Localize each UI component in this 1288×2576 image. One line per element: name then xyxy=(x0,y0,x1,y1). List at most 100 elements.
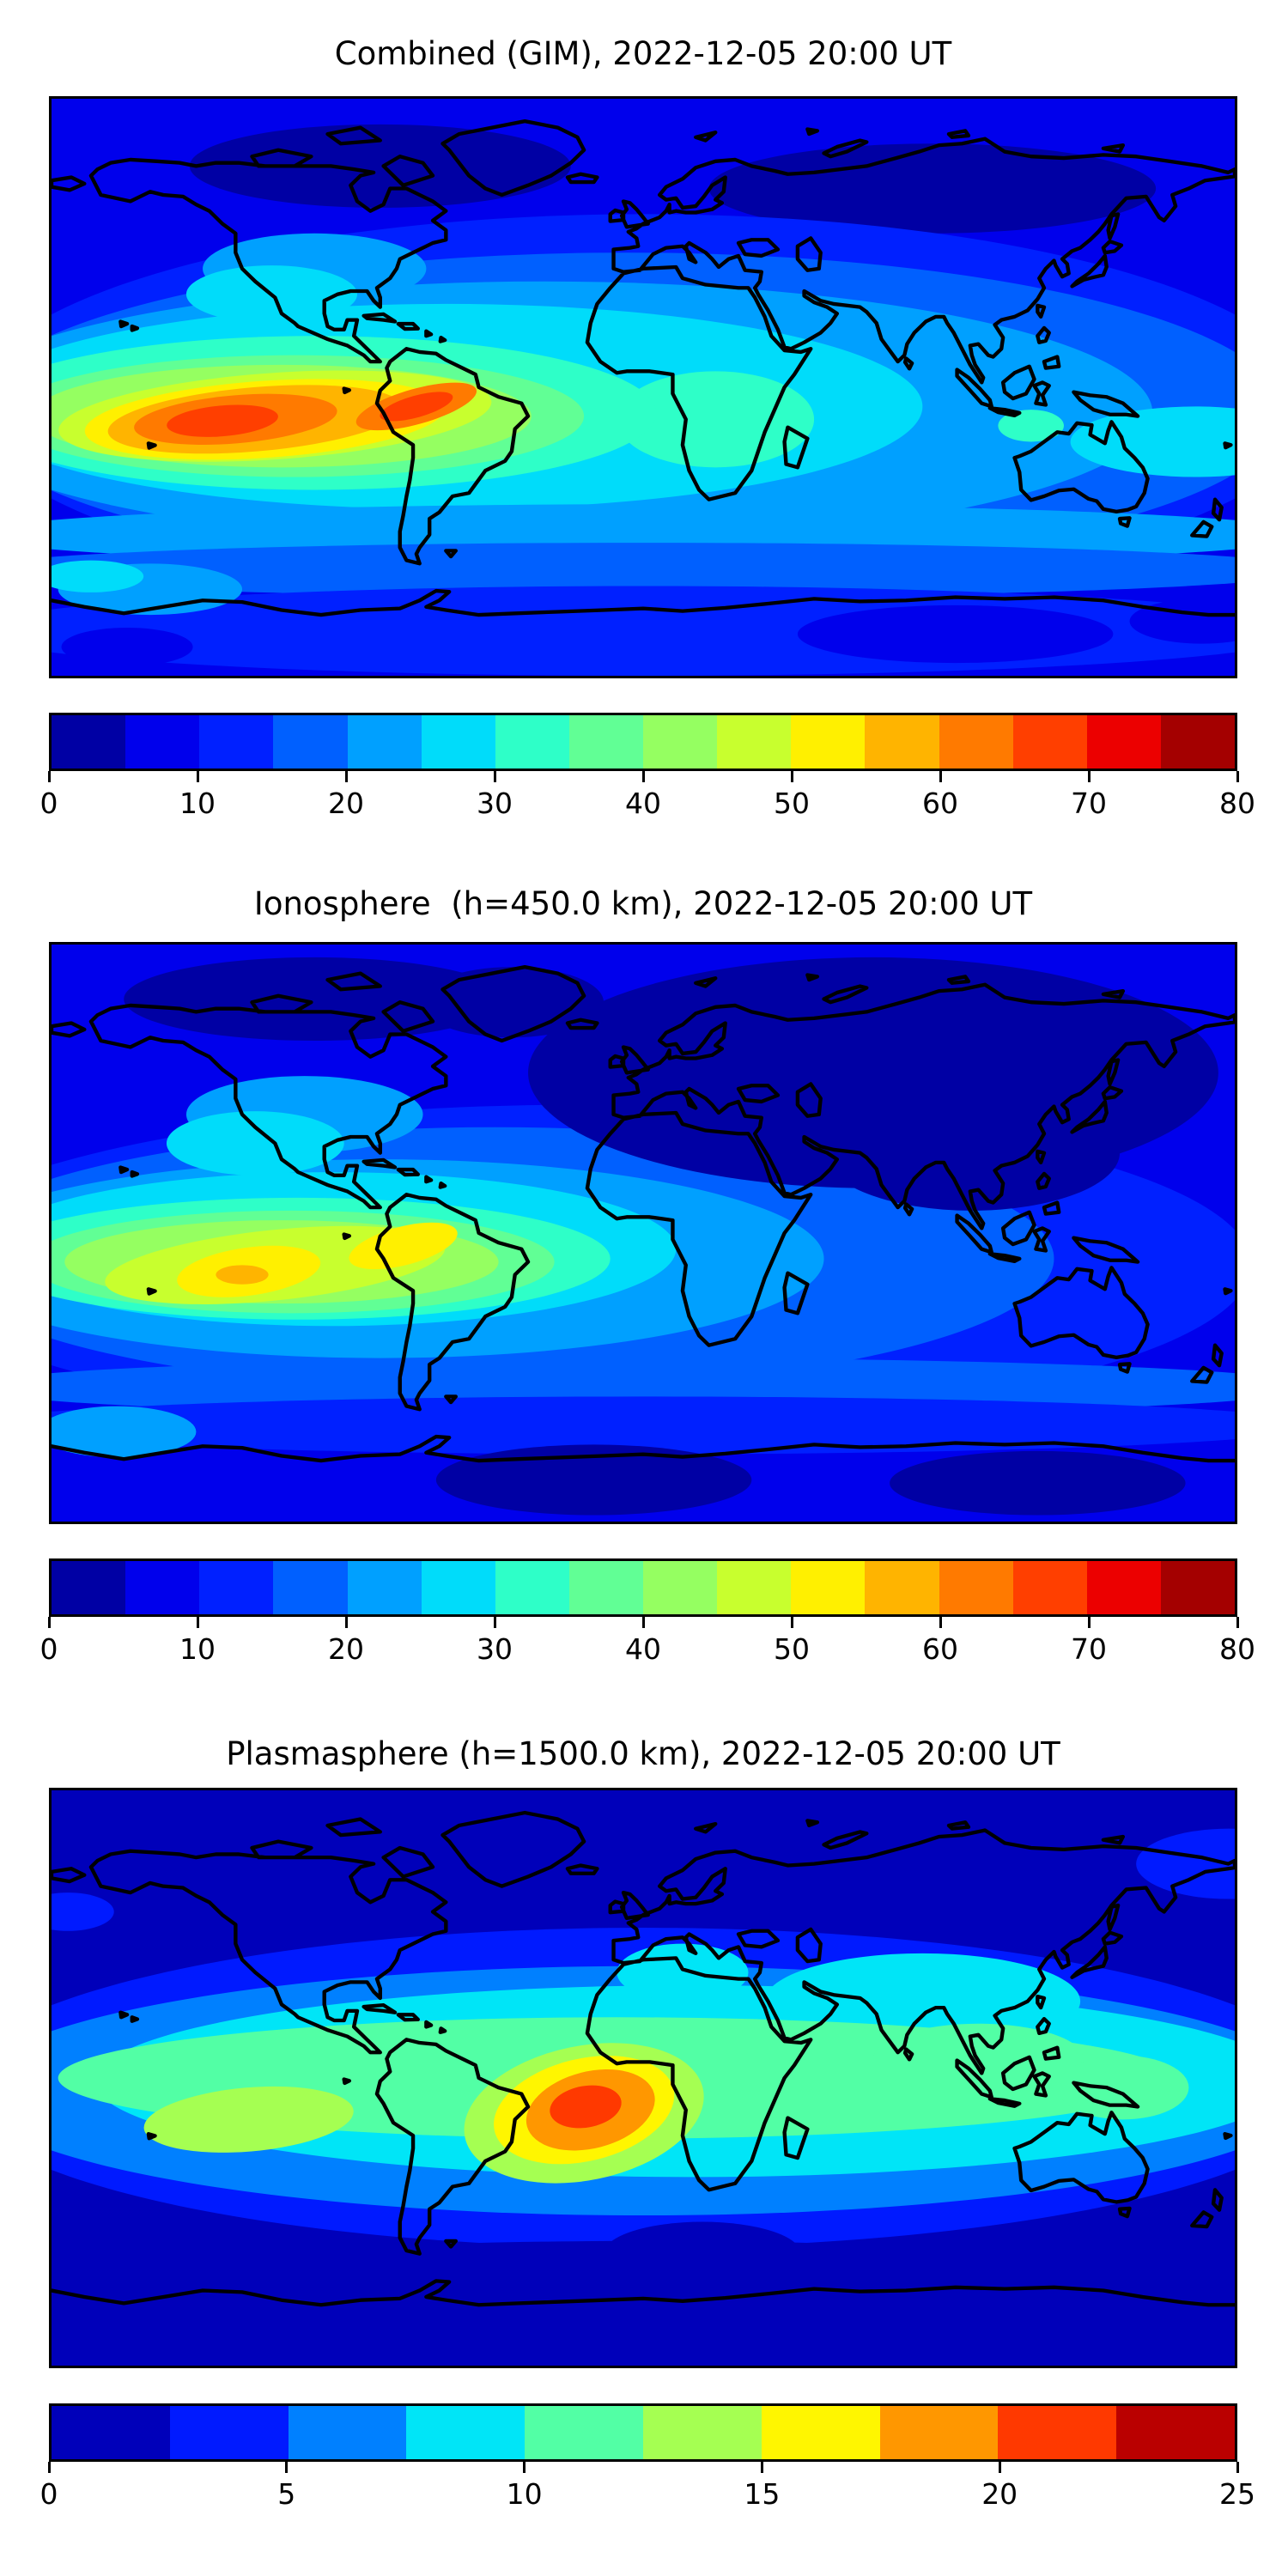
colorbar-tick-mark xyxy=(523,2462,526,2473)
colorbar-tick-mark xyxy=(760,2462,763,2473)
colorbar-tick-label: 50 xyxy=(774,1632,810,1666)
map-combined-gim xyxy=(49,96,1237,678)
colorbar-tick-label: 60 xyxy=(922,787,958,820)
map-ionosphere xyxy=(49,942,1237,1524)
colorbar-segment xyxy=(273,1561,348,1614)
colorbar-segment xyxy=(1086,1561,1161,1614)
colorbar-segment xyxy=(568,715,643,769)
colorbar-tick-mark xyxy=(493,771,496,782)
colorbar-tick-label: 20 xyxy=(328,787,364,820)
colorbar-tick-label: 20 xyxy=(328,1632,364,1666)
colorbar-tick-label: 0 xyxy=(39,2477,58,2511)
colorbar-segment xyxy=(421,1561,495,1614)
colorbar-tick-mark xyxy=(641,1617,645,1628)
map-plasmasphere xyxy=(49,1788,1237,2368)
colorbar-tick-mark xyxy=(344,771,348,782)
world-contour-map-ionosphere xyxy=(52,945,1235,1522)
colorbar-segment xyxy=(1116,2406,1235,2459)
colorbar-tick-mark xyxy=(790,771,793,782)
colorbar-segment xyxy=(717,1561,792,1614)
colorbar-tick-mark xyxy=(344,1617,348,1628)
colorbar-tick-label: 80 xyxy=(1219,787,1255,820)
colorbar-segment xyxy=(791,715,866,769)
colorbar-tick-label: 0 xyxy=(39,787,58,820)
colorbar-tick-mark xyxy=(196,771,199,782)
colorbar-segment xyxy=(761,2406,880,2459)
colorbar-segment xyxy=(865,1561,939,1614)
colorbar-segment xyxy=(568,1561,643,1614)
colorbar-tick-mark xyxy=(47,1617,51,1628)
colorbar-segment xyxy=(643,715,718,769)
colorbar-tick-label: 10 xyxy=(506,2477,543,2511)
colorbar-segment xyxy=(879,2406,999,2459)
colorbar-tick-label: 70 xyxy=(1071,787,1107,820)
colorbar-segment xyxy=(52,715,126,769)
colorbar-tick-mark xyxy=(1236,1617,1239,1628)
colorbar-segment xyxy=(642,2406,762,2459)
colorbar-tick-label: 15 xyxy=(744,2477,781,2511)
colorbar-segment xyxy=(495,715,569,769)
colorbar-segment xyxy=(421,715,495,769)
colorbar-segment xyxy=(1160,1561,1235,1614)
colorbar-segment xyxy=(199,715,274,769)
colorbar-segment xyxy=(406,2406,526,2459)
panel-combined-title: Combined (GIM), 2022-12-05 20:00 UT xyxy=(334,35,952,72)
world-contour-map-combined xyxy=(52,99,1235,676)
colorbar-segment xyxy=(1012,1561,1087,1614)
colorbar-tick-label: 0 xyxy=(39,1632,58,1666)
colorbar-tick-label: 20 xyxy=(981,2477,1018,2511)
colorbar-segment xyxy=(1086,715,1161,769)
colorbar-combined xyxy=(49,713,1237,771)
colorbar-tick-label: 40 xyxy=(625,787,661,820)
colorbar-tick-mark xyxy=(1087,771,1091,782)
colorbar-segment xyxy=(288,2406,407,2459)
colorbar-segment xyxy=(199,1561,274,1614)
colorbar-tick-mark xyxy=(285,2462,289,2473)
colorbar-segment xyxy=(169,2406,289,2459)
colorbar-tick-label: 10 xyxy=(179,1632,216,1666)
colorbar-tick-mark xyxy=(790,1617,793,1628)
colorbar-segment xyxy=(1160,715,1235,769)
colorbar-segment xyxy=(643,1561,718,1614)
colorbar-segment xyxy=(347,1561,422,1614)
panel-plasmasphere-title: Plasmasphere (h=1500.0 km), 2022-12-05 2… xyxy=(226,1735,1060,1772)
colorbar-tick-mark xyxy=(939,1617,942,1628)
colorbar-tick-mark xyxy=(1087,1617,1091,1628)
colorbar-segment xyxy=(717,715,792,769)
colorbar-tick-mark xyxy=(196,1617,199,1628)
colorbar-segment xyxy=(125,715,200,769)
panel-ionosphere-title: Ionosphere (h=450.0 km), 2022-12-05 20:0… xyxy=(253,885,1033,922)
colorbar-segment xyxy=(939,1561,1013,1614)
colorbar-segment xyxy=(273,715,348,769)
colorbar-segment xyxy=(1012,715,1087,769)
colorbar-segment xyxy=(865,715,939,769)
colorbar-segment xyxy=(998,2406,1117,2459)
colorbar-tick-label: 40 xyxy=(625,1632,661,1666)
colorbar-tick-label: 10 xyxy=(179,787,216,820)
colorbar-tick-label: 25 xyxy=(1219,2477,1255,2511)
colorbar-segment xyxy=(347,715,422,769)
colorbar-tick-label: 50 xyxy=(774,787,810,820)
colorbar-segment xyxy=(525,2406,643,2459)
colorbar-segment xyxy=(791,1561,866,1614)
colorbar-segment xyxy=(125,1561,200,1614)
colorbar-tick-label: 70 xyxy=(1071,1632,1107,1666)
colorbar-plasmasphere xyxy=(49,2403,1237,2462)
colorbar-tick-mark xyxy=(493,1617,496,1628)
colorbar-tick-mark xyxy=(47,771,51,782)
colorbar-tick-label: 80 xyxy=(1219,1632,1255,1666)
colorbar-segment xyxy=(52,1561,126,1614)
colorbar-tick-mark xyxy=(939,771,942,782)
colorbar-tick-label: 30 xyxy=(477,787,513,820)
colorbar-tick-mark xyxy=(1236,771,1239,782)
colorbar-segment xyxy=(52,2406,170,2459)
colorbar-segment xyxy=(939,715,1013,769)
colorbar-tick-mark xyxy=(998,2462,1001,2473)
colorbar-tick-mark xyxy=(47,2462,51,2473)
colorbar-tick-mark xyxy=(1236,2462,1239,2473)
colorbar-tick-label: 5 xyxy=(277,2477,296,2511)
world-contour-map-plasmasphere xyxy=(52,1790,1235,2366)
colorbar-tick-label: 30 xyxy=(477,1632,513,1666)
colorbar-segment xyxy=(495,1561,569,1614)
